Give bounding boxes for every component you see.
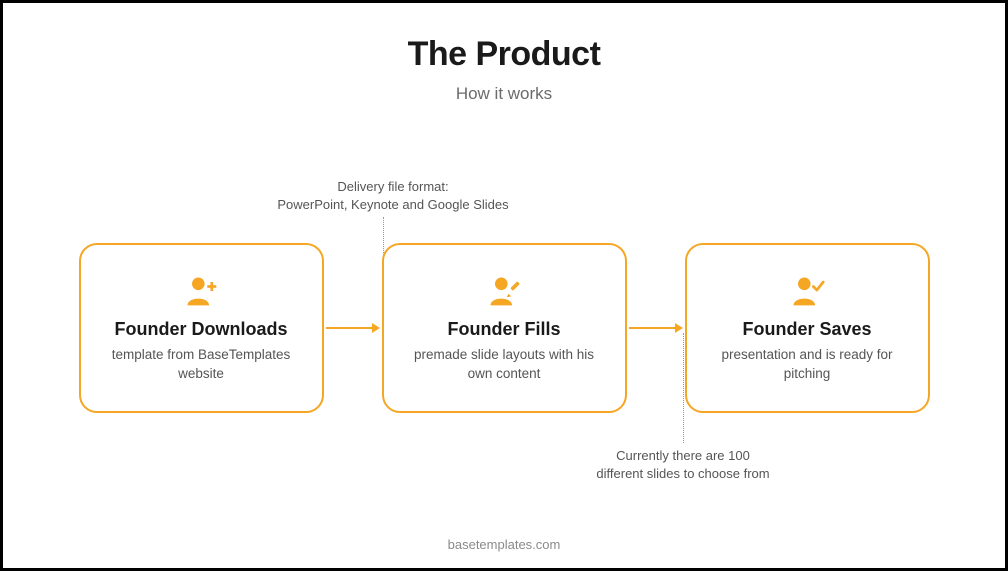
step-box-saves: Founder Saves presentation and is ready … xyxy=(685,243,930,413)
annotation-bottom-line2: different slides to choose from xyxy=(563,465,803,483)
user-plus-icon xyxy=(183,273,219,309)
footer-text: basetemplates.com xyxy=(3,537,1005,552)
step-desc: presentation and is ready for pitching xyxy=(705,346,910,382)
step-desc: premade slide layouts with his own conte… xyxy=(402,346,607,382)
step-title: Founder Downloads xyxy=(115,319,288,340)
annotation-bottom-connector xyxy=(683,333,684,443)
step-title: Founder Fills xyxy=(447,319,560,340)
step-title: Founder Saves xyxy=(742,319,871,340)
page-subtitle: How it works xyxy=(3,84,1005,104)
step-box-downloads: Founder Downloads template from BaseTemp… xyxy=(79,243,324,413)
user-edit-icon xyxy=(486,273,522,309)
annotation-top: Delivery file format: PowerPoint, Keynot… xyxy=(263,178,523,213)
arrow-2 xyxy=(627,318,685,338)
annotation-bottom: Currently there are 100 different slides… xyxy=(563,447,803,482)
step-desc: template from BaseTemplates website xyxy=(99,346,304,382)
annotation-top-line2: PowerPoint, Keynote and Google Slides xyxy=(263,196,523,214)
step-box-fills: Founder Fills premade slide layouts with… xyxy=(382,243,627,413)
arrow-right-icon xyxy=(324,318,382,338)
page-title: The Product xyxy=(3,35,1005,74)
annotation-bottom-line1: Currently there are 100 xyxy=(563,447,803,465)
arrow-1 xyxy=(324,318,382,338)
flow-row: Founder Downloads template from BaseTemp… xyxy=(3,243,1005,413)
user-check-icon xyxy=(789,273,825,309)
arrow-right-icon xyxy=(627,318,685,338)
annotation-top-line1: Delivery file format: xyxy=(263,178,523,196)
